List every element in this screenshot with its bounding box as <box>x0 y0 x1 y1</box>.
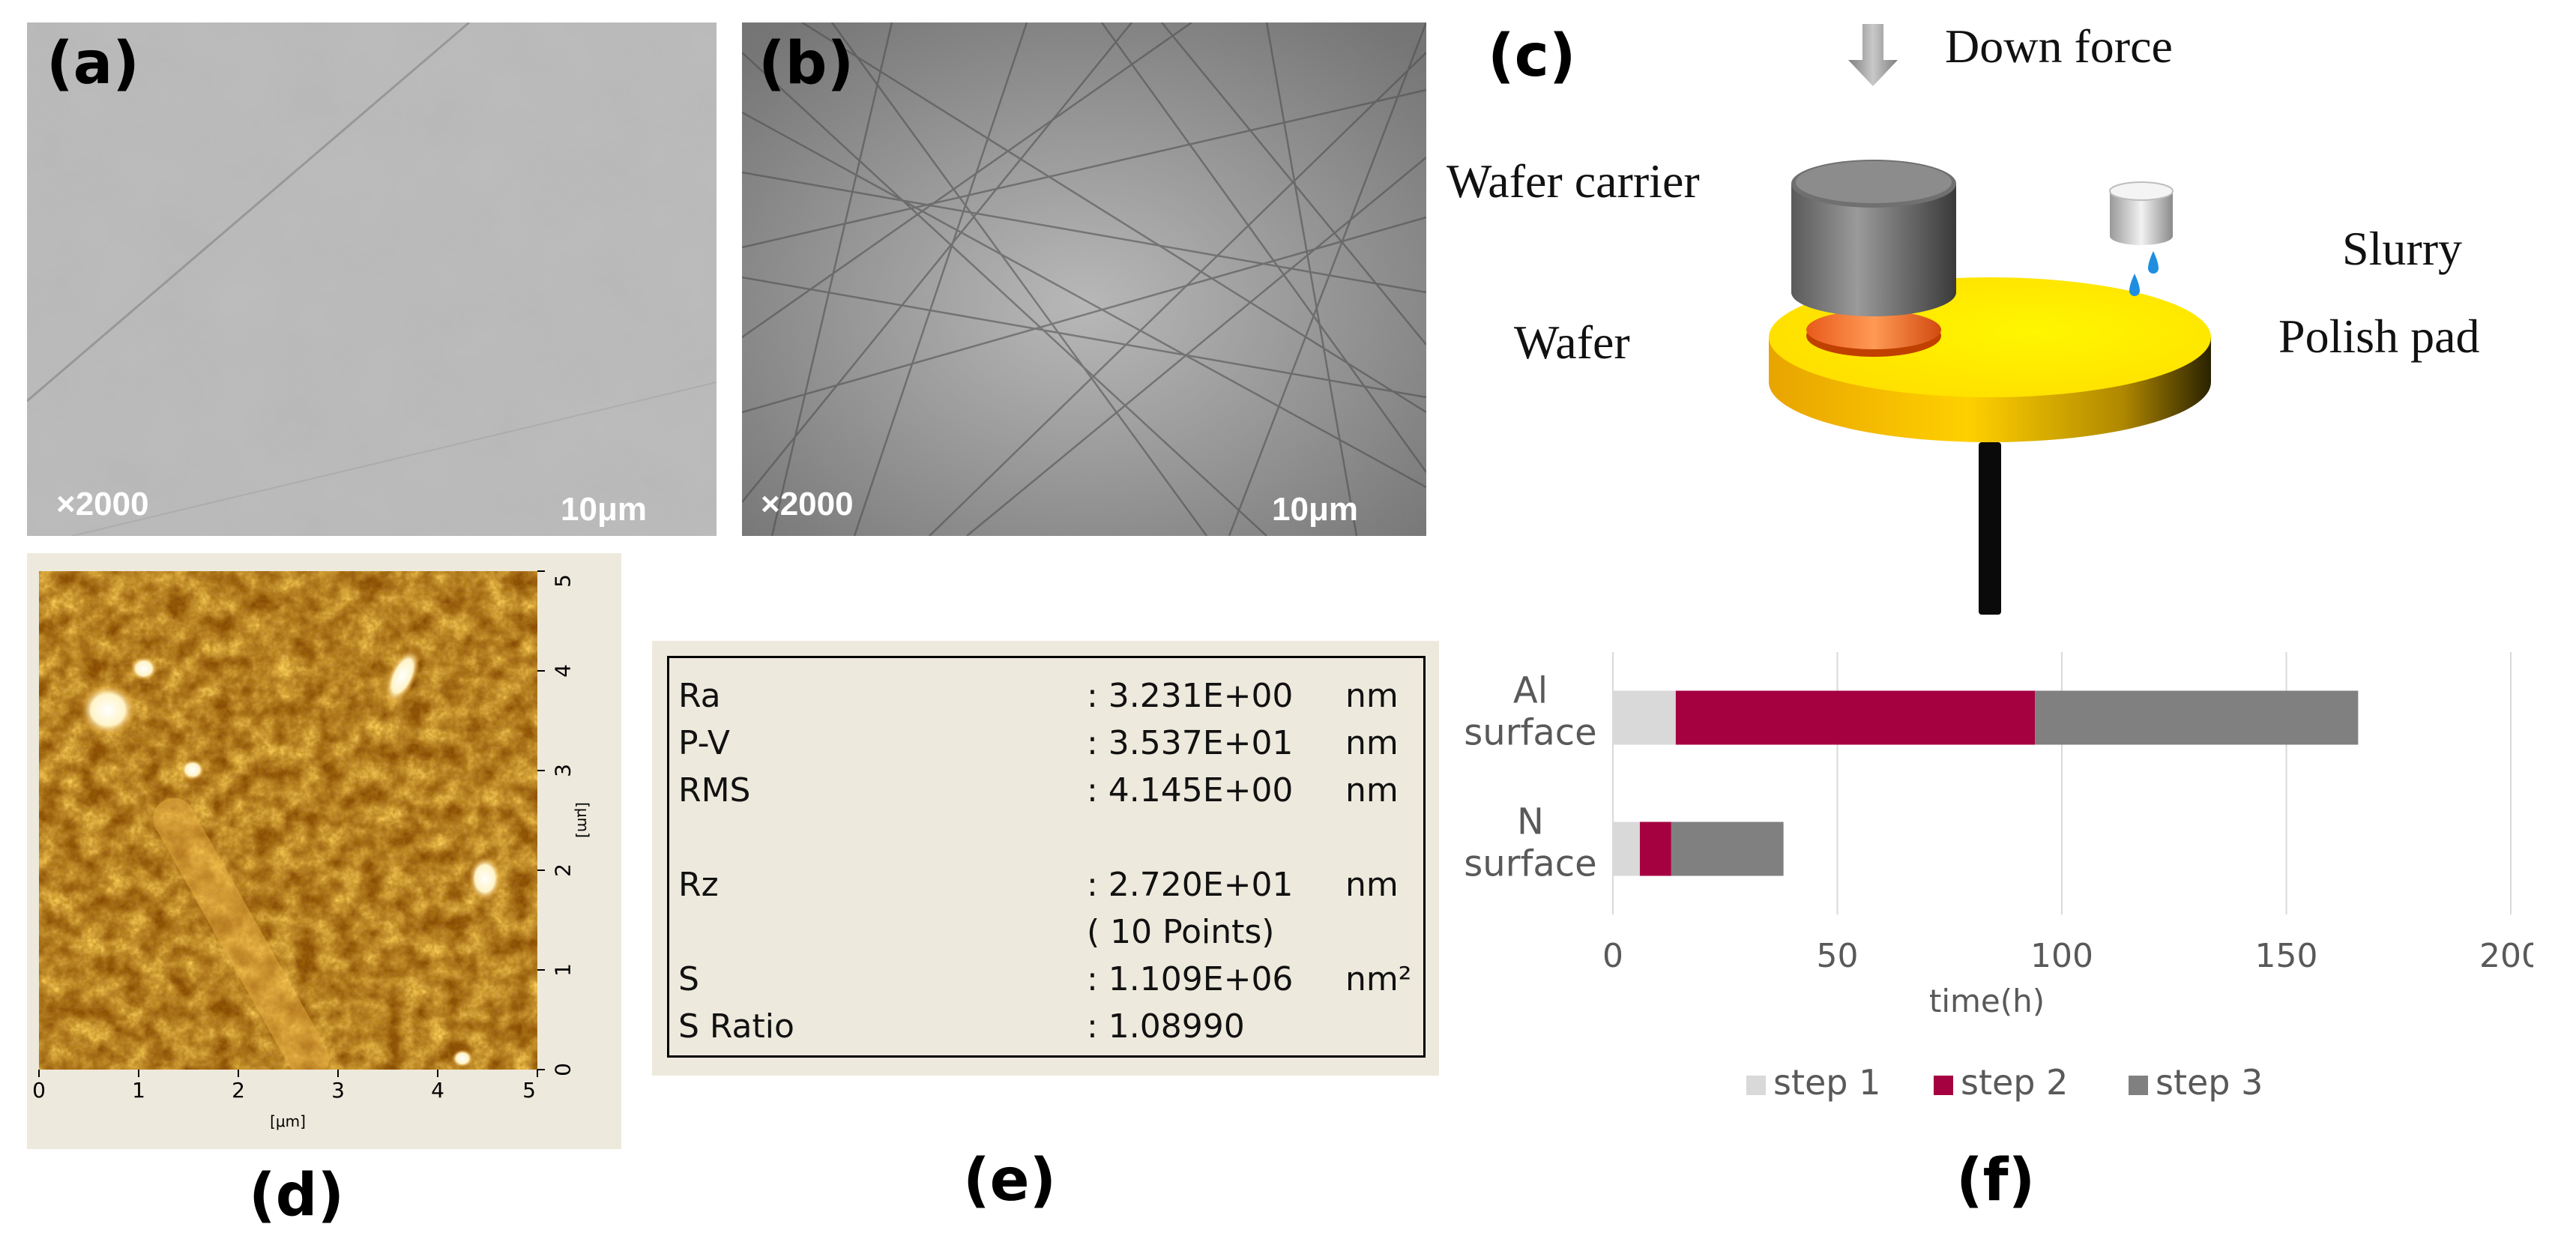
table-row-s: S <box>678 960 699 998</box>
panel-label-a: (a) <box>46 30 139 97</box>
afm-y-tick-5: 5 <box>550 574 576 588</box>
x-axis-title: time(h) <box>1929 983 2045 1019</box>
panel-label-c: (c) <box>1488 22 1576 90</box>
polish-time-chart-graphic: 0 50 100 150 200AlsurfaceNsurfacetime(h)step… <box>1464 652 2542 1103</box>
legend-swatch <box>2129 1076 2148 1095</box>
afm-x-tick-4: 4 <box>431 1078 444 1103</box>
bar-segment <box>1675 690 2036 745</box>
afm-y-tick-1: 1 <box>550 963 576 977</box>
row-name: Ra <box>678 677 721 715</box>
panel-label-e: (e) <box>963 1147 1057 1214</box>
x-tick-label: 100 <box>2030 937 2093 975</box>
x-tick-label: 150 <box>2255 937 2318 975</box>
bar-segment <box>2035 690 2359 745</box>
table-unit-pv: nm <box>1345 724 1399 762</box>
wafer-label: Wafer <box>1514 316 1630 369</box>
afm-x-tick-3: 3 <box>331 1078 345 1103</box>
table-value-ra: : 3.231E+00 <box>1087 677 1294 715</box>
table-value-s: : 1.109E+06 <box>1087 960 1294 998</box>
legend-label: step 3 <box>2156 1062 2263 1103</box>
bar-segment <box>1613 822 1640 876</box>
afm-x-tick-1: 1 <box>132 1078 145 1103</box>
afm-y-tick-3: 3 <box>550 764 576 777</box>
slurry-label: Slurry <box>2342 222 2462 275</box>
category-label: N <box>1517 801 1544 843</box>
down-force-label: Down force <box>1945 19 2173 73</box>
table-row-rms: RMS <box>678 771 751 810</box>
magnification-label-a: ×2000 <box>56 486 149 522</box>
legend-label: step 1 <box>1773 1062 1880 1103</box>
panel-label-b: (b) <box>758 30 854 97</box>
sem-image-b <box>742 22 1426 536</box>
x-tick-label: 0 <box>1602 937 1623 975</box>
afm-x-tick-2: 2 <box>232 1078 245 1103</box>
cmp-schematic <box>1709 22 2278 622</box>
afm-image <box>39 571 537 1079</box>
wafer-carrier-label: Wafer carrier <box>1447 154 1700 208</box>
table-unit-ra: nm <box>1345 677 1399 715</box>
category-label: surface <box>1464 843 1596 885</box>
legend-swatch <box>1746 1076 1766 1095</box>
scale-label-a: 10μm <box>561 491 647 528</box>
table-row-s-ratio: S Ratio <box>678 1007 794 1046</box>
afm-x-unit: [μm] <box>270 1112 306 1130</box>
bar-segment <box>1639 822 1671 876</box>
table-unit-rms: nm <box>1345 771 1399 810</box>
afm-image-graphic <box>39 571 537 1079</box>
sem-image-a-graphic <box>27 22 717 536</box>
afm-x-tick-5: 5 <box>522 1078 536 1103</box>
category-label: surface <box>1464 712 1596 754</box>
afm-y-tick-2: 2 <box>550 863 576 877</box>
cmp-schematic-graphic <box>1769 24 2211 615</box>
bar-segment <box>1671 822 1784 876</box>
sem-image-b-graphic <box>742 22 1426 536</box>
table-row-ra: Ra <box>678 677 721 715</box>
polish-pad-label: Polish pad <box>2278 310 2480 363</box>
magnification-label-b: ×2000 <box>761 486 854 522</box>
afm-y-unit: [μm] <box>574 802 592 838</box>
table-value-rms: : 4.145E+00 <box>1087 771 1294 810</box>
table-value-s-ratio: : 1.08990 <box>1087 1007 1245 1046</box>
table-unit-rz: nm <box>1345 866 1399 904</box>
panel-label-d: (d) <box>249 1162 345 1229</box>
table-row-pv: P-V <box>678 724 730 762</box>
table-value-points: ( 10 Points) <box>1087 913 1275 951</box>
afm-axes-graphic <box>38 570 545 1077</box>
x-tick-label: 200 <box>2479 937 2533 975</box>
roughness-table <box>667 656 1426 1058</box>
scale-label-b: 10μm <box>1272 491 1358 528</box>
table-unit-s: nm² <box>1345 960 1412 998</box>
legend-swatch <box>1934 1076 1953 1095</box>
panel-label-f: (f) <box>1956 1147 2036 1214</box>
x-tick-label: 50 <box>1817 937 1859 975</box>
afm-y-tick-0: 0 <box>550 1063 576 1076</box>
afm-y-tick-4: 4 <box>550 664 576 678</box>
table-value-rz: : 2.720E+01 <box>1087 866 1294 904</box>
legend-label: step 2 <box>1961 1062 2068 1103</box>
afm-x-tick-0: 0 <box>32 1078 46 1103</box>
category-label: Al <box>1513 670 1548 712</box>
sem-image-a <box>27 22 717 536</box>
table-row-rz: Rz <box>678 866 719 904</box>
afm-axes <box>38 570 545 1077</box>
bar-segment <box>1613 690 1676 745</box>
table-value-pv: : 3.537E+01 <box>1087 724 1294 762</box>
